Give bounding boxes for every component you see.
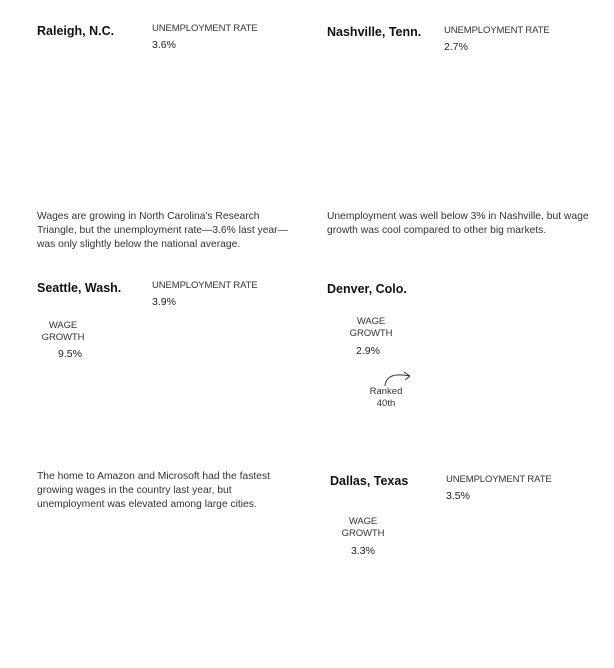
grid-ring-4: [376, 58, 518, 200]
wage-growth-value-seattle: 9.5%: [58, 348, 82, 360]
chart-title-nashville: Nashville, Tenn.: [327, 25, 422, 39]
radar-spoke-5: [440, 383, 448, 387]
unemployment-label-dallas: UNEMPLOYMENT RATE: [446, 474, 552, 485]
description-raleigh: Wages are growing in North Carolina's Re…: [37, 211, 288, 250]
radar-point-3: [193, 437, 195, 439]
radar-point-2: [203, 112, 205, 115]
radar-point-1: [446, 317, 448, 319]
grid-ring-4: [85, 58, 227, 200]
radar-spoke-5: [103, 111, 157, 130]
radar-point-1: [155, 355, 157, 358]
radar-point-5: [90, 364, 92, 366]
grid-ring-3: [103, 76, 209, 182]
radar-point-4: [411, 626, 414, 629]
radar-spoke-2: [446, 561, 504, 581]
grid-ring-4: [376, 315, 518, 457]
radar-point-4: [121, 431, 124, 434]
radar-point-1: [446, 60, 448, 62]
radar-area: [103, 93, 205, 176]
grid-ring-4: [376, 509, 518, 651]
radar-point-2: [498, 111, 500, 113]
radar-point-5: [103, 111, 105, 113]
chart-title-denver: Denver, Colo.: [327, 282, 407, 296]
radar-point-1: [446, 537, 448, 539]
radar-point-2: [201, 370, 204, 372]
unemployment-value-seattle: 3.9%: [152, 296, 176, 308]
description-nashville: Unemployment was well below 3% in Nashvi…: [327, 211, 589, 236]
radar-point-3: [486, 634, 489, 637]
radar-spoke-4: [406, 385, 448, 441]
radar-spoke-4: [121, 128, 157, 176]
unemployment-label-nashville: UNEMPLOYMENT RATE: [444, 25, 550, 36]
radar-area: [405, 537, 504, 637]
radar-spoke-4: [413, 128, 448, 175]
radar-spoke-2: [155, 112, 205, 130]
wage-growth-label-denver: WAGE GROWTH: [349, 316, 393, 339]
radar-point-4: [121, 174, 124, 177]
radar-point-5: [439, 383, 442, 385]
radar-point-5: [402, 113, 404, 116]
radar-area: [406, 317, 511, 442]
unemployment-label-seattle: UNEMPLOYMENT RATE: [152, 280, 258, 291]
radar-spoke-3: [155, 385, 195, 439]
unemployment-value-nashville: 2.7%: [444, 41, 468, 53]
radar-spoke-2: [155, 370, 203, 387]
grid-ring-4: [85, 315, 227, 457]
radar-point-3: [470, 162, 473, 164]
radar-spoke-3: [446, 385, 476, 425]
radar-area: [402, 60, 500, 175]
rank-arrow-denver: [384, 371, 411, 387]
wage-growth-value-dallas: 3.3%: [351, 545, 375, 557]
wage-growth-label-seattle: WAGE GROWTH: [41, 320, 85, 343]
rank-annotation-denver: Ranked 40th: [369, 386, 403, 409]
radar-point-2: [502, 561, 504, 563]
radar-spoke-5: [405, 565, 448, 581]
radar-spoke-5: [402, 114, 448, 130]
radar-point-3: [188, 174, 191, 177]
chart-title-dallas: Dallas, Texas: [330, 474, 409, 488]
wage-growth-label-dallas: WAGE GROWTH: [341, 516, 385, 539]
radar-spoke-3: [446, 128, 473, 164]
radar-point-5: [404, 565, 407, 568]
radar-area: [90, 356, 204, 439]
unemployment-label-raleigh: UNEMPLOYMENT RATE: [152, 23, 258, 34]
radar-spoke-3: [155, 128, 191, 176]
wage-growth-value-denver: 2.9%: [356, 345, 380, 357]
radar-point-4: [413, 173, 415, 176]
radar-spoke-5: [90, 364, 157, 387]
radar-spoke-4: [411, 579, 448, 628]
unemployment-value-raleigh: 3.6%: [152, 39, 176, 51]
unemployment-value-dallas: 3.5%: [446, 490, 470, 502]
chart-title-raleigh: Raleigh, N.C.: [37, 24, 115, 38]
radar-spoke-4: [121, 385, 157, 433]
description-seattle: The home to Amazon and Microsoft had the…: [37, 471, 270, 510]
radar-point-4: [406, 439, 409, 442]
radar-point-3: [474, 423, 476, 426]
chart-title-seattle: Seattle, Wash.: [37, 281, 122, 295]
radar-point-1: [155, 93, 157, 95]
radar-spoke-3: [446, 579, 488, 636]
radar-spoke-2: [446, 365, 510, 387]
radar-spoke-2: [446, 111, 500, 130]
radar-point-2: [508, 364, 511, 367]
